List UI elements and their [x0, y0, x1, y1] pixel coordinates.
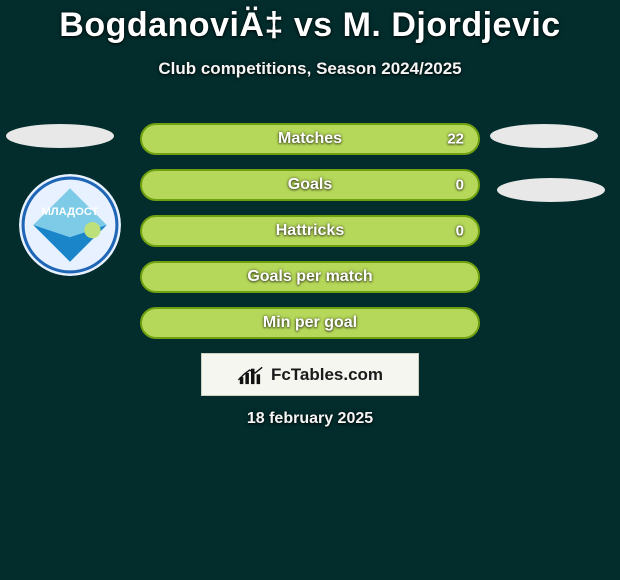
player-left-placeholder	[6, 124, 114, 148]
club-badge: МЛАДОСТ	[19, 174, 121, 276]
stat-bar-label: Min per goal	[263, 314, 357, 332]
player-right-placeholder-bottom	[497, 178, 605, 202]
stat-bar-label: Goals per match	[247, 268, 372, 286]
stat-bar: Goals 0	[140, 169, 480, 201]
player-right-placeholder-top	[490, 124, 598, 148]
stat-bar-label: Hattricks	[276, 222, 344, 240]
fctables-logo: FcTables.com	[201, 353, 419, 396]
stat-bar: Min per goal	[140, 307, 480, 339]
stat-bar: Hattricks 0	[140, 215, 480, 247]
stat-bar-value: 0	[456, 223, 464, 240]
stat-bar: Matches 22	[140, 123, 480, 155]
fctables-logo-text: FcTables.com	[271, 365, 383, 385]
club-badge-icon: МЛАДОСТ	[19, 174, 121, 276]
bar-chart-icon	[237, 364, 265, 386]
subtitle: Club competitions, Season 2024/2025	[0, 59, 620, 79]
stat-bar-value: 0	[456, 177, 464, 194]
stat-bar-label: Matches	[278, 130, 342, 148]
svg-text:МЛАДОСТ: МЛАДОСТ	[41, 206, 98, 218]
stat-bars: Matches 22 Goals 0 Hattricks 0 Goals per match…	[140, 123, 480, 353]
stat-bar-label: Goals	[288, 176, 332, 194]
page-title: BogdanoviÄ‡ vs M. Djordjevic	[0, 0, 620, 45]
stat-bar-value: 22	[447, 131, 464, 148]
date-label: 18 february 2025	[0, 410, 620, 428]
stat-bar: Goals per match	[140, 261, 480, 293]
